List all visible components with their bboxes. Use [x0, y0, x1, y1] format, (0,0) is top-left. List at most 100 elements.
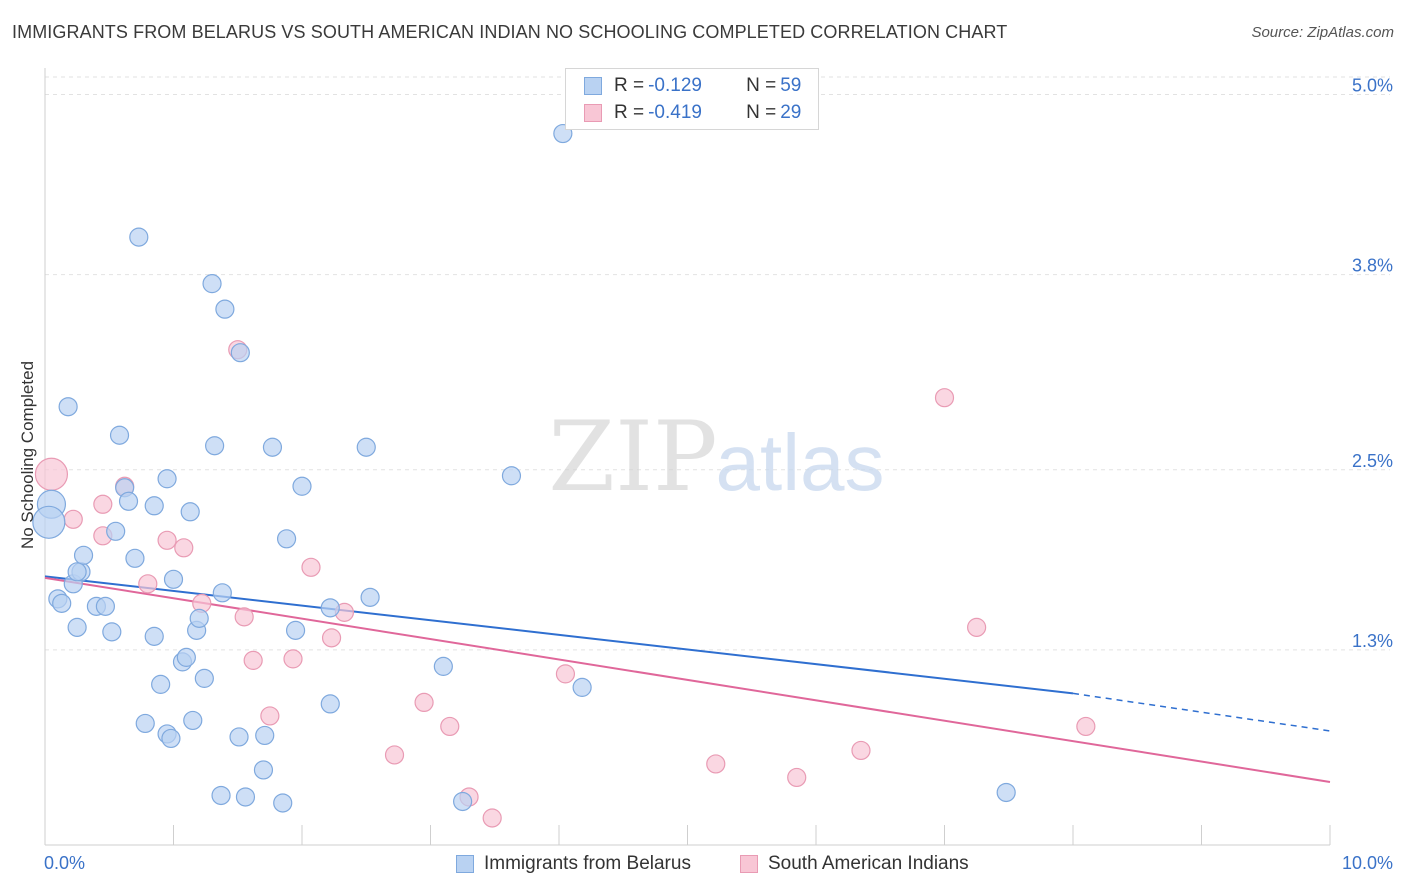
trend-line-south-american: [44, 576, 1331, 783]
point-belarus: [285, 620, 306, 640]
source-label: Source: ZipAtlas.com: [1251, 24, 1394, 41]
point-belarus: [52, 593, 72, 613]
legend-r-label: R =: [614, 102, 645, 123]
point-belarus: [572, 677, 592, 697]
trend-line-belarus-extension: [1072, 692, 1331, 732]
point-belarus: [129, 227, 149, 247]
point-belarus: [95, 596, 115, 616]
y-axis-label: No Schooling Completed: [18, 360, 37, 550]
y-tick-label: 2.5%: [1352, 451, 1393, 471]
point-south-american: [138, 574, 158, 594]
point-belarus: [255, 725, 275, 746]
point-south-american: [321, 628, 342, 648]
bottom-swatch-blue: [456, 855, 474, 873]
point-belarus: [135, 713, 155, 734]
point-belarus: [202, 274, 222, 294]
bottom-legend-pink: South American Indians: [740, 852, 969, 876]
point-belarus: [161, 728, 181, 749]
point-south-american: [414, 692, 434, 713]
point-belarus: [253, 760, 274, 780]
point-belarus: [67, 617, 87, 637]
point-south-american: [934, 388, 955, 408]
point-belarus: [320, 694, 340, 714]
chart-title: IMMIGRANTS FROM BELARUS VS SOUTH AMERICA…: [12, 22, 1008, 42]
point-belarus: [144, 626, 164, 646]
point-south-american: [283, 649, 303, 669]
point-belarus: [211, 785, 231, 806]
point-belarus: [205, 436, 225, 456]
point-belarus: [360, 587, 380, 607]
legend-swatch-blue: [584, 77, 602, 95]
point-belarus: [109, 425, 130, 445]
point-belarus: [262, 437, 283, 457]
legend-r-value: -0.419: [648, 102, 702, 123]
point-belarus: [433, 656, 453, 676]
point-belarus: [32, 505, 66, 539]
point-south-american: [174, 538, 194, 558]
point-belarus: [453, 791, 473, 812]
point-belarus: [163, 569, 184, 589]
point-belarus: [183, 710, 203, 731]
point-south-american: [555, 664, 576, 684]
point-south-american: [301, 557, 321, 577]
point-belarus: [118, 491, 139, 511]
point-belarus: [176, 647, 196, 667]
point-south-american: [787, 767, 807, 788]
bottom-legend-pink-label: South American Indians: [768, 853, 969, 874]
point-belarus: [320, 598, 340, 618]
x-tick-label: 10.0%: [1342, 853, 1393, 873]
point-south-american: [1076, 716, 1096, 737]
legend-row-blue: R = -0.129 N = 59: [584, 74, 801, 98]
bottom-legend-blue: Immigrants from Belarus: [456, 852, 691, 876]
point-belarus: [67, 562, 87, 582]
point-belarus: [180, 502, 200, 522]
point-south-american: [440, 716, 460, 737]
axes: [44, 68, 1331, 846]
point-belarus: [157, 469, 177, 489]
point-south-american: [63, 509, 83, 529]
point-south-american: [243, 650, 263, 670]
point-south-american: [34, 457, 69, 491]
watermark: ZIP atlas: [548, 401, 884, 513]
point-south-american: [851, 740, 871, 761]
point-belarus: [144, 496, 164, 516]
point-belarus: [125, 548, 145, 568]
point-belarus: [230, 343, 250, 363]
point-belarus: [212, 583, 232, 603]
point-south-american: [967, 617, 987, 637]
point-belarus: [356, 437, 376, 457]
point-belarus: [229, 727, 249, 747]
x-tick-label: 0.0%: [44, 853, 85, 873]
point-belarus: [215, 299, 235, 319]
legend-swatch-pink: [584, 104, 602, 122]
legend-n-value: 29: [780, 102, 802, 123]
point-belarus: [273, 793, 293, 813]
tick-labels: 1.3% 2.5% 3.8% 5.0% 0.0% 10.0%: [44, 76, 1393, 873]
legend-n-value: 59: [780, 75, 802, 96]
point-south-american: [260, 706, 280, 726]
point-belarus: [194, 668, 214, 688]
point-south-american: [482, 808, 502, 828]
point-south-american: [706, 754, 726, 774]
bottom-legend-blue-label: Immigrants from Belarus: [484, 853, 691, 874]
legend-n-label: N =: [746, 102, 777, 123]
point-belarus: [501, 466, 522, 486]
point-belarus: [102, 622, 122, 642]
point-south-american: [234, 607, 254, 627]
point-belarus: [151, 674, 171, 694]
point-belarus: [235, 787, 256, 807]
y-tick-label: 1.3%: [1352, 631, 1393, 651]
point-belarus: [996, 782, 1016, 803]
legend-n-label: N =: [746, 75, 777, 96]
grid-lines: [45, 76, 1390, 651]
data-points: [32, 123, 1096, 828]
correlation-legend: R = -0.129 N = 59 R = -0.419 N = 29: [565, 68, 819, 130]
legend-r-label: R =: [614, 75, 645, 96]
y-tick-label: 5.0%: [1352, 76, 1393, 96]
bottom-swatch-pink: [740, 855, 758, 873]
point-belarus: [292, 476, 312, 496]
point-south-american: [157, 530, 177, 550]
point-south-american: [384, 745, 405, 765]
y-tick-label: 3.8%: [1352, 256, 1393, 276]
